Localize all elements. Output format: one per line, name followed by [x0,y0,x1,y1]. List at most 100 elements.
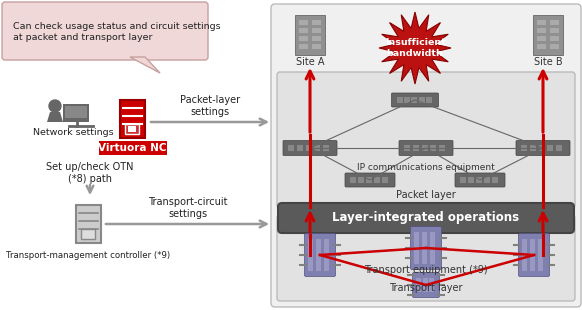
FancyBboxPatch shape [550,20,559,25]
Text: Packet-layer
settings: Packet-layer settings [180,95,240,117]
FancyBboxPatch shape [297,145,303,151]
FancyBboxPatch shape [414,232,419,264]
FancyBboxPatch shape [271,4,581,307]
FancyBboxPatch shape [550,36,559,41]
FancyBboxPatch shape [538,239,543,271]
FancyBboxPatch shape [65,106,87,118]
FancyBboxPatch shape [316,239,321,271]
FancyBboxPatch shape [423,278,428,292]
Text: Transport layer: Transport layer [389,283,463,293]
Text: Can check usage status and circuit settings
at packet and transport layer: Can check usage status and circuit setti… [13,22,221,42]
FancyBboxPatch shape [120,100,145,138]
FancyBboxPatch shape [519,233,549,277]
FancyBboxPatch shape [277,72,575,208]
FancyBboxPatch shape [550,44,559,49]
FancyBboxPatch shape [63,104,89,122]
Polygon shape [379,12,451,84]
FancyBboxPatch shape [98,141,166,155]
FancyBboxPatch shape [324,239,329,271]
FancyBboxPatch shape [537,20,546,25]
FancyBboxPatch shape [538,145,545,151]
FancyBboxPatch shape [382,177,388,183]
FancyBboxPatch shape [299,36,308,41]
FancyBboxPatch shape [278,203,574,233]
FancyBboxPatch shape [548,145,553,151]
Text: Site A: Site A [296,57,324,67]
FancyBboxPatch shape [345,173,395,187]
Text: Transport-circuit
settings: Transport-circuit settings [148,197,228,219]
FancyBboxPatch shape [81,229,95,239]
FancyBboxPatch shape [556,145,562,151]
FancyBboxPatch shape [537,28,546,33]
FancyBboxPatch shape [413,145,419,151]
Text: Transport-management controller (*9): Transport-management controller (*9) [6,251,171,260]
FancyBboxPatch shape [430,278,434,292]
Text: Transport equipment (*9): Transport equipment (*9) [364,265,488,275]
Text: Set up/check OTN
(*8) path: Set up/check OTN (*8) path [46,162,134,184]
Text: Site B: Site B [534,57,562,67]
FancyBboxPatch shape [404,97,410,103]
FancyBboxPatch shape [537,44,546,49]
FancyBboxPatch shape [439,145,445,151]
FancyBboxPatch shape [299,20,308,25]
Text: Layer-integrated operations: Layer-integrated operations [332,211,520,224]
FancyBboxPatch shape [314,145,321,151]
FancyBboxPatch shape [295,15,325,55]
FancyBboxPatch shape [404,145,410,151]
FancyBboxPatch shape [125,124,139,134]
FancyBboxPatch shape [530,145,536,151]
FancyBboxPatch shape [522,239,527,271]
FancyBboxPatch shape [422,232,427,264]
FancyBboxPatch shape [76,205,101,243]
FancyBboxPatch shape [416,278,421,292]
FancyBboxPatch shape [312,28,321,33]
FancyBboxPatch shape [460,177,466,183]
Text: Virtuora NC: Virtuora NC [98,143,167,153]
FancyBboxPatch shape [277,215,575,301]
FancyBboxPatch shape [308,239,313,271]
FancyBboxPatch shape [288,145,294,151]
Circle shape [49,100,61,112]
FancyBboxPatch shape [299,28,308,33]
FancyBboxPatch shape [366,177,372,183]
FancyBboxPatch shape [516,140,570,156]
Text: Packet layer: Packet layer [396,190,456,200]
FancyBboxPatch shape [521,145,527,151]
Polygon shape [47,112,63,122]
FancyBboxPatch shape [484,177,490,183]
FancyBboxPatch shape [312,36,321,41]
FancyBboxPatch shape [530,239,535,271]
FancyBboxPatch shape [396,97,403,103]
FancyBboxPatch shape [418,97,425,103]
FancyBboxPatch shape [468,177,474,183]
FancyBboxPatch shape [426,97,432,103]
FancyBboxPatch shape [299,44,308,49]
FancyBboxPatch shape [537,36,546,41]
FancyBboxPatch shape [304,233,335,277]
Text: IP communications equipment: IP communications equipment [357,163,495,172]
FancyBboxPatch shape [431,145,436,151]
Text: Network settings: Network settings [33,128,113,137]
FancyBboxPatch shape [374,177,380,183]
FancyBboxPatch shape [413,272,439,298]
FancyBboxPatch shape [399,140,453,156]
FancyBboxPatch shape [476,177,482,183]
FancyBboxPatch shape [350,177,356,183]
FancyBboxPatch shape [455,173,505,187]
FancyBboxPatch shape [533,15,563,55]
FancyBboxPatch shape [306,145,311,151]
FancyBboxPatch shape [411,97,417,103]
FancyBboxPatch shape [2,2,208,60]
Polygon shape [130,57,160,73]
FancyBboxPatch shape [421,145,428,151]
FancyBboxPatch shape [323,145,329,151]
FancyBboxPatch shape [550,28,559,33]
FancyBboxPatch shape [410,227,442,269]
FancyBboxPatch shape [392,93,438,107]
FancyBboxPatch shape [492,177,498,183]
FancyBboxPatch shape [128,126,136,132]
FancyBboxPatch shape [312,44,321,49]
FancyBboxPatch shape [430,232,435,264]
FancyBboxPatch shape [312,20,321,25]
FancyBboxPatch shape [358,177,364,183]
